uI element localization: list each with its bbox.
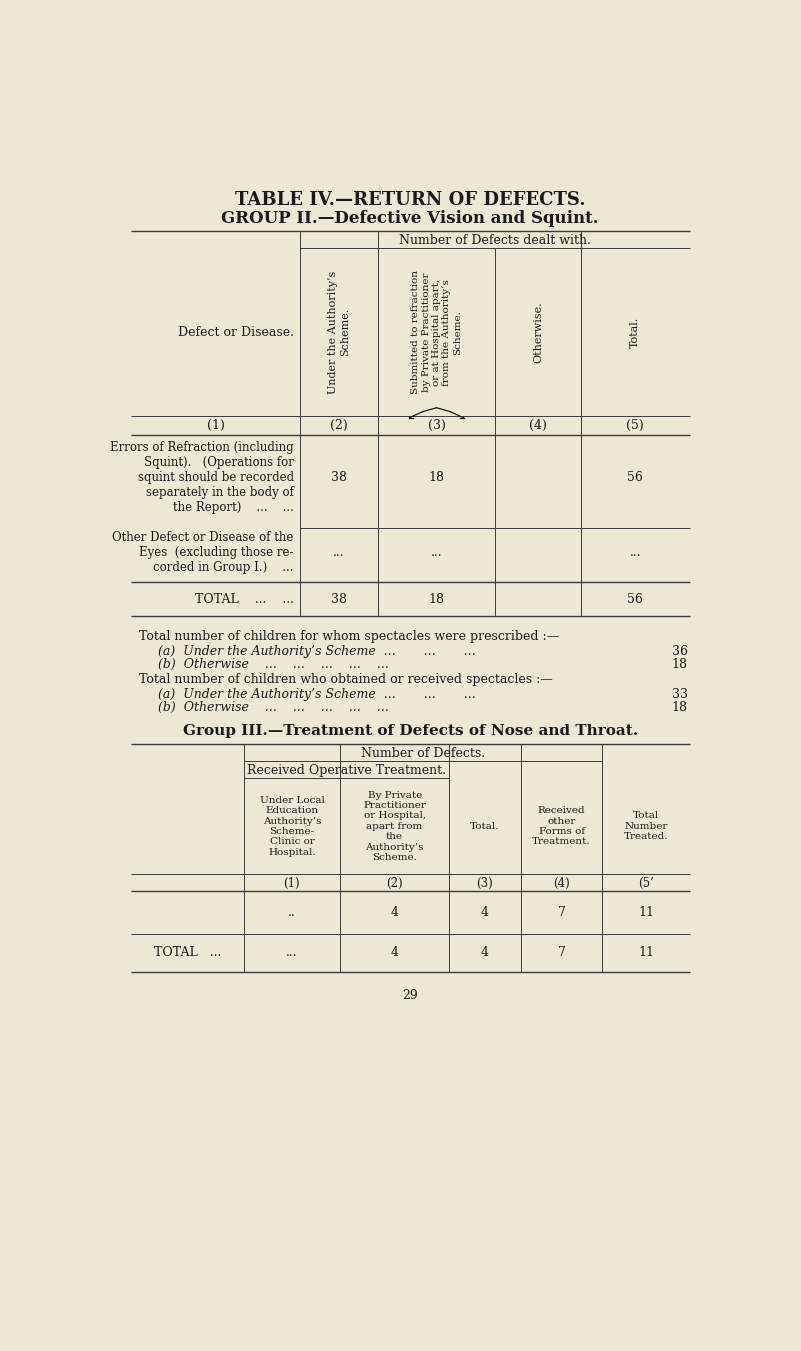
Text: 38: 38 bbox=[331, 593, 347, 605]
Text: TOTAL   ...: TOTAL ... bbox=[154, 947, 221, 959]
Text: (1): (1) bbox=[207, 419, 224, 432]
Text: (5): (5) bbox=[626, 419, 644, 432]
Text: 18: 18 bbox=[671, 658, 687, 671]
Text: 56: 56 bbox=[627, 471, 643, 484]
Text: Total.: Total. bbox=[630, 316, 640, 349]
Text: Total
Number
Treated.: Total Number Treated. bbox=[624, 812, 668, 842]
Text: 56: 56 bbox=[627, 593, 643, 605]
Text: (4): (4) bbox=[553, 877, 570, 890]
Text: 18: 18 bbox=[671, 701, 687, 715]
Text: ...: ... bbox=[630, 546, 641, 559]
Text: By Private
Practitioner
or Hospital,
apart from
the
Authority’s
Scheme.: By Private Practitioner or Hospital, apa… bbox=[363, 790, 426, 862]
Text: ...: ... bbox=[333, 546, 344, 559]
Text: Defect or Disease.: Defect or Disease. bbox=[178, 326, 294, 339]
Text: TOTAL    ...    ...: TOTAL ... ... bbox=[195, 593, 294, 605]
Text: 36: 36 bbox=[671, 644, 687, 658]
Text: GROUP II.—Defective Vision and Squint.: GROUP II.—Defective Vision and Squint. bbox=[221, 209, 599, 227]
Text: Under Local
Education
Authority’s
Scheme-
Clinic or
Hospital.: Under Local Education Authority’s Scheme… bbox=[260, 796, 324, 857]
Text: 18: 18 bbox=[429, 593, 445, 605]
Text: 11: 11 bbox=[638, 947, 654, 959]
Text: Received
other
Forms of
Treatment.: Received other Forms of Treatment. bbox=[533, 807, 591, 846]
Text: (a)  Under the Authority’s Scheme  ...       ...       ...: (a) Under the Authority’s Scheme ... ...… bbox=[159, 644, 476, 658]
Text: Under the Authority’s
Scheme.: Under the Authority’s Scheme. bbox=[328, 270, 349, 394]
Text: Total number of children who obtained or received spectacles :—: Total number of children who obtained or… bbox=[139, 673, 553, 686]
Text: 7: 7 bbox=[557, 947, 566, 959]
Text: ...: ... bbox=[431, 546, 442, 559]
Text: 4: 4 bbox=[391, 947, 399, 959]
Text: (b)  Otherwise    ...    ...    ...    ...    ...: (b) Otherwise ... ... ... ... ... bbox=[159, 658, 389, 671]
Text: (a)  Under the Authority’s Scheme  ...       ...       ...: (a) Under the Authority’s Scheme ... ...… bbox=[159, 688, 476, 701]
Text: Number of Defects dealt with.: Number of Defects dealt with. bbox=[399, 235, 591, 247]
Text: 7: 7 bbox=[557, 907, 566, 919]
Text: 38: 38 bbox=[331, 471, 347, 484]
Text: 4: 4 bbox=[481, 947, 489, 959]
Text: Total number of children for whom spectacles were prescribed :—: Total number of children for whom specta… bbox=[139, 631, 559, 643]
Text: (2): (2) bbox=[330, 419, 348, 432]
Text: 4: 4 bbox=[481, 907, 489, 919]
Text: Other Defect or Disease of the
Eyes  (excluding those re­
corded in Group I.)   : Other Defect or Disease of the Eyes (exc… bbox=[112, 531, 294, 574]
Text: (5’: (5’ bbox=[638, 877, 654, 890]
Text: (4): (4) bbox=[529, 419, 547, 432]
Text: Group III.—Treatment of Defects of Nose and Throat.: Group III.—Treatment of Defects of Nose … bbox=[183, 724, 638, 738]
Text: Submitted to refraction
by Private Practitioner
or at Hospital apart,
from the A: Submitted to refraction by Private Pract… bbox=[411, 270, 461, 394]
Text: (2): (2) bbox=[386, 877, 403, 890]
Text: TABLE IV.—RETURN OF DEFECTS.: TABLE IV.—RETURN OF DEFECTS. bbox=[235, 192, 586, 209]
Text: 29: 29 bbox=[402, 989, 418, 1002]
Text: (1): (1) bbox=[284, 877, 300, 890]
Text: 11: 11 bbox=[638, 907, 654, 919]
Text: 4: 4 bbox=[391, 907, 399, 919]
Text: (b)  Otherwise    ...    ...    ...    ...    ...: (b) Otherwise ... ... ... ... ... bbox=[159, 701, 389, 715]
Text: Number of Defects.: Number of Defects. bbox=[360, 747, 485, 761]
Text: (3): (3) bbox=[477, 877, 493, 890]
Text: (3): (3) bbox=[428, 419, 445, 432]
Text: Otherwise.: Otherwise. bbox=[533, 301, 543, 363]
Text: Total.: Total. bbox=[470, 821, 500, 831]
Text: Received Operative Treatment.: Received Operative Treatment. bbox=[247, 765, 445, 777]
Text: 33: 33 bbox=[671, 688, 687, 701]
Text: Errors of Refraction (including
Squint).   (Operations for
squint should be reco: Errors of Refraction (including Squint).… bbox=[111, 442, 294, 515]
Text: 18: 18 bbox=[429, 471, 445, 484]
Text: ..: .. bbox=[288, 907, 296, 919]
Text: ...: ... bbox=[286, 947, 298, 959]
